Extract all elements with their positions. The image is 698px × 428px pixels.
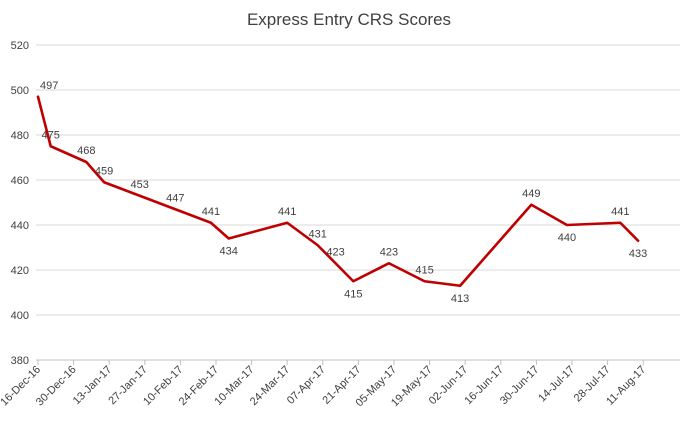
y-tick-label: 440 [11, 220, 29, 232]
data-label: 415 [344, 288, 362, 300]
data-label: 433 [629, 248, 647, 260]
y-tick-label: 380 [11, 355, 29, 367]
data-label: 449 [522, 188, 540, 200]
data-label: 475 [42, 129, 60, 141]
chart-title: Express Entry CRS Scores [247, 10, 451, 29]
data-label: 423 [326, 246, 344, 258]
data-label: 447 [166, 192, 184, 204]
series-line [36, 95, 640, 288]
data-label: 434 [220, 246, 238, 258]
data-label: 431 [309, 228, 327, 240]
y-tick-label: 400 [11, 310, 29, 322]
y-tick-label: 520 [11, 40, 29, 52]
x-tick-label: 14-Jul-17 [536, 364, 577, 405]
data-label: 441 [202, 206, 220, 218]
data-label: 441 [278, 206, 296, 218]
y-tick-label: 420 [11, 265, 29, 277]
y-tick-label: 460 [11, 175, 29, 187]
data-label: 441 [611, 206, 629, 218]
gridlines [36, 44, 680, 361]
data-label: 440 [558, 232, 576, 244]
data-label: 413 [451, 293, 469, 305]
data-label: 423 [380, 246, 398, 258]
data-label: 468 [77, 145, 95, 157]
x-tick-label: 30-Jun-17 [498, 364, 542, 408]
y-axis-ticks: 380 400 420 440 460 480 500 520 [11, 40, 29, 367]
series-line-group [36, 95, 640, 288]
data-label: 459 [95, 165, 113, 177]
x-axis-ticks: 16-Dec-1630-Dec-1613-Jan-1727-Jan-1710-F… [0, 360, 648, 409]
data-label: 497 [40, 80, 58, 92]
y-tick-label: 480 [11, 130, 29, 142]
y-tick-label: 500 [11, 85, 29, 97]
data-label: 453 [131, 179, 149, 191]
data-label: 415 [415, 264, 433, 276]
